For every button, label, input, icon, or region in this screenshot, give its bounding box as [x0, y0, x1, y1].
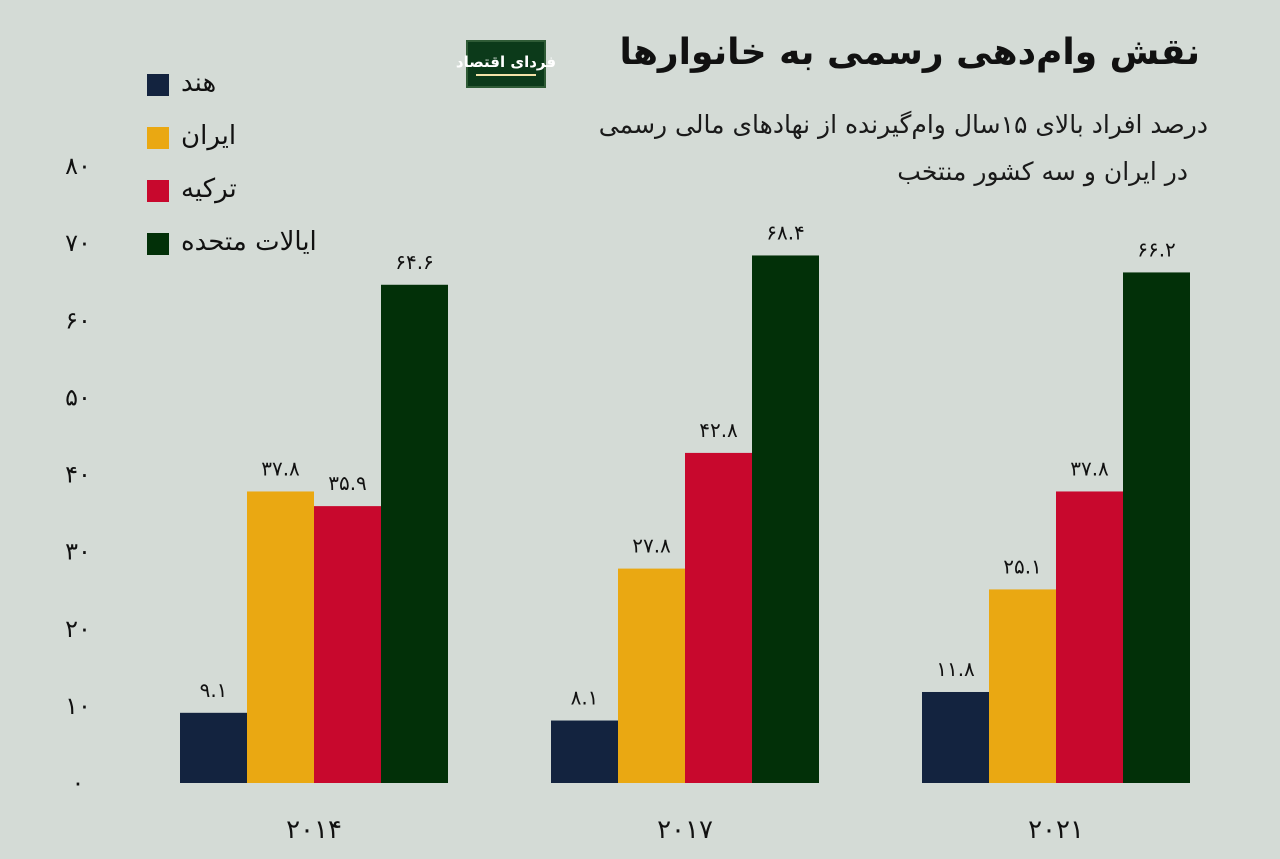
x-tick-label: ۲۰۱۴ [286, 815, 342, 845]
bar [922, 691, 989, 783]
chart-title: نقش وام‌دهی رسمی به خانوارها [619, 32, 1200, 73]
legend-label: هند [181, 68, 217, 98]
brand-logo: فردای اقتصاد [456, 40, 556, 88]
bar [180, 712, 247, 783]
bar-data-label: ۶۴.۶ [395, 250, 434, 274]
y-tick-label: ۷۰ [65, 229, 91, 257]
legend-item: ایران [147, 121, 407, 157]
bar [618, 568, 685, 783]
legend-swatch [147, 180, 169, 202]
y-tick-label: ۸۰ [65, 152, 91, 180]
legend-item: هند [147, 68, 407, 104]
bar-data-label: ۴۲.۸ [699, 418, 738, 442]
legend-label: ترکیه [181, 174, 237, 204]
x-tick-label: ۲۰۱۷ [657, 815, 713, 845]
legend-label: ایالات متحده [181, 227, 317, 257]
bar-data-label: ۳۷.۸ [1070, 456, 1109, 480]
bar-data-label: ۶۸.۴ [766, 220, 805, 244]
bar [685, 452, 752, 783]
y-tick-label: ۱۰ [65, 692, 91, 720]
y-tick-label: ۳۰ [65, 538, 91, 566]
legend-label: ایران [181, 121, 237, 151]
y-tick-label: ۲۰ [65, 615, 91, 643]
brand-logo-underline [476, 73, 536, 76]
bar [314, 506, 381, 783]
bar [1123, 272, 1190, 783]
legend-swatch [147, 127, 169, 149]
bar [989, 589, 1056, 783]
y-tick-label: ۴۰ [65, 461, 91, 489]
bar-data-label: ۲۷.۸ [632, 534, 671, 558]
legend-item: ایالات متحده [147, 227, 407, 263]
x-tick-label: ۲۰۲۱ [1028, 815, 1084, 845]
brand-logo-text: فردای اقتصاد [455, 52, 557, 71]
bar-data-label: ۳۷.۸ [261, 456, 300, 480]
bar [247, 491, 314, 783]
bar-data-label: ۳۵.۹ [328, 471, 367, 495]
y-tick-label: ۰ [72, 769, 85, 797]
legend-swatch [147, 74, 169, 96]
chart-subtitle-line2: در ایران و سه کشور منتخب [897, 157, 1188, 186]
y-tick-label: ۵۰ [65, 383, 91, 411]
bar-data-label: ۸.۱ [571, 686, 599, 710]
bar [551, 720, 618, 783]
chart-subtitle-line1: درصد افراد بالای ۱۵سال وام‌گیرنده از نها… [598, 110, 1208, 139]
y-tick-label: ۶۰ [65, 306, 91, 334]
bar [1056, 491, 1123, 783]
legend-item: ترکیه [147, 174, 407, 210]
bar [752, 255, 819, 784]
bar [381, 284, 448, 783]
bar-data-label: ۶۶.۲ [1137, 237, 1176, 261]
legend-swatch [147, 233, 169, 255]
bar-data-label: ۱۱.۸ [936, 657, 975, 681]
bar-data-label: ۹.۱ [200, 678, 228, 702]
bar-data-label: ۲۵.۱ [1003, 554, 1042, 578]
